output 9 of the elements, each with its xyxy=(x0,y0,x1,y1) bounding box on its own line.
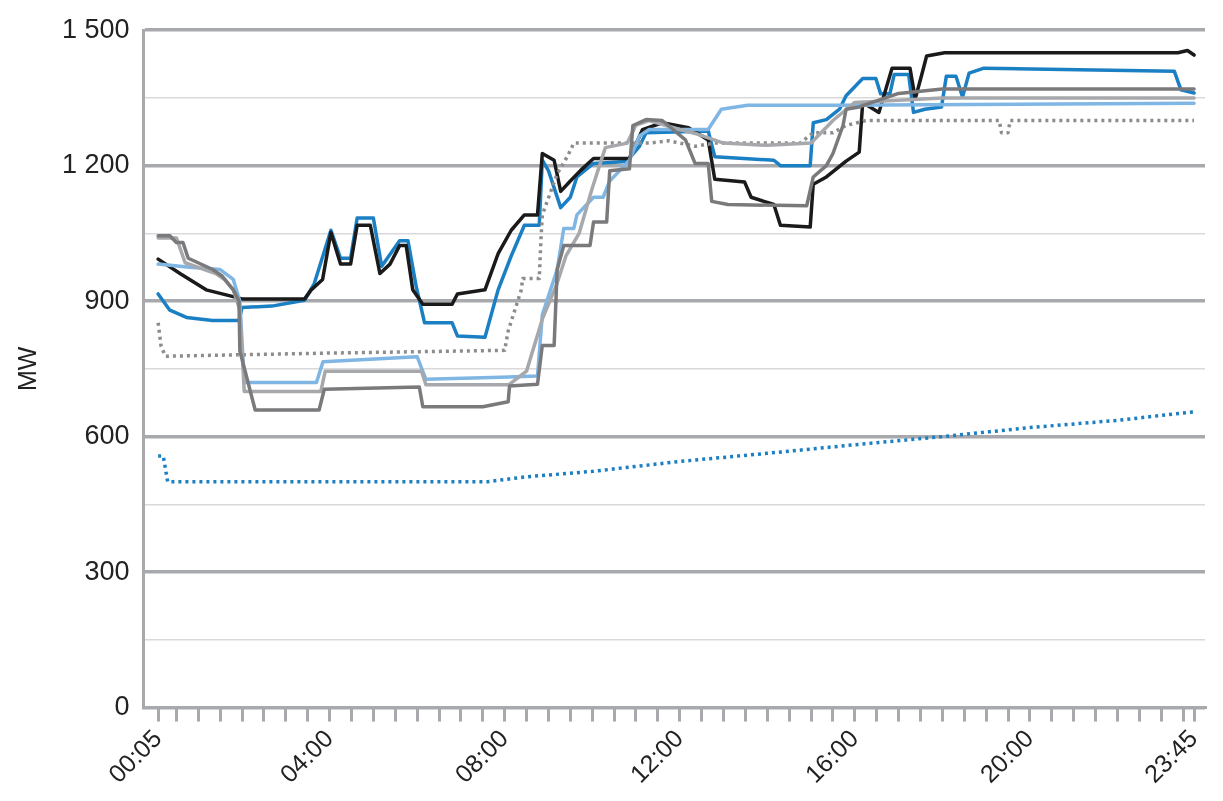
y-tick-label: 0 xyxy=(114,691,130,721)
y-axis-title: MW xyxy=(12,346,41,392)
line-series xyxy=(156,410,1196,484)
y-tick-label: 600 xyxy=(84,420,130,451)
y-tick-label: 1 500 xyxy=(61,13,130,44)
y-tick-label: 1 200 xyxy=(61,149,130,180)
y-tick-label: 300 xyxy=(84,555,130,586)
y-tick-label: 900 xyxy=(84,284,130,315)
line-series xyxy=(156,118,1196,358)
